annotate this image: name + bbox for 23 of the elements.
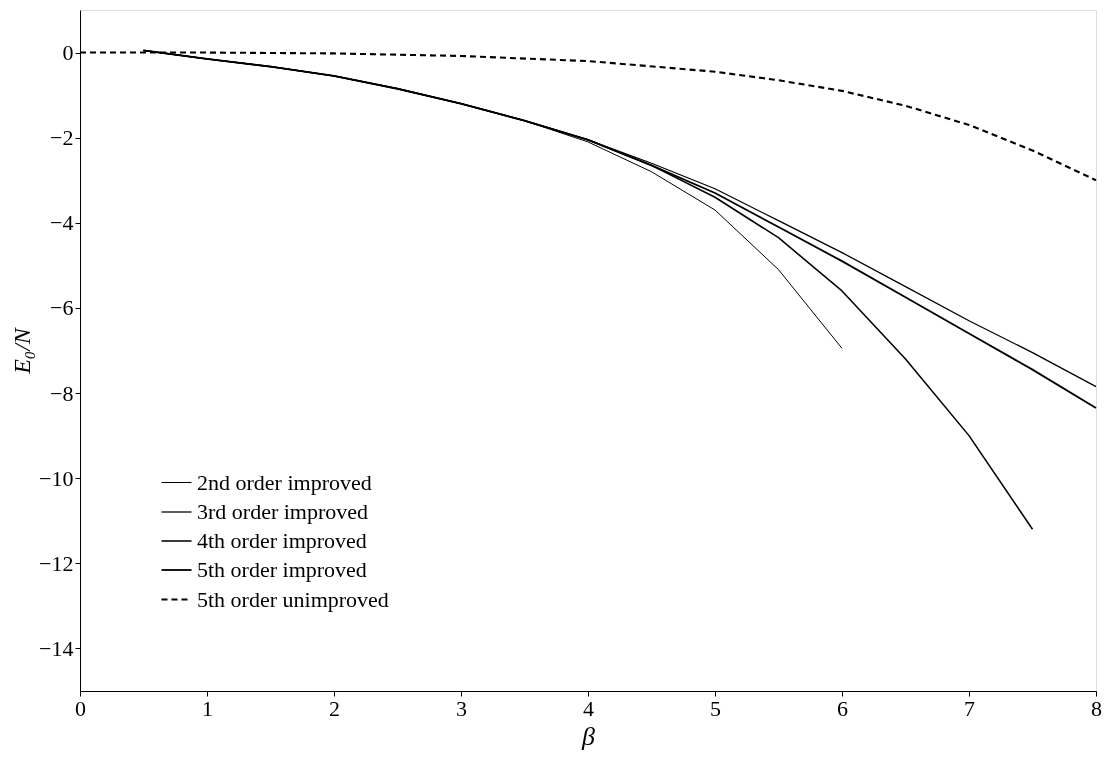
- legend-label: 3rd order improved: [197, 499, 369, 524]
- y-tick-label: −8: [50, 380, 74, 406]
- x-tick-label: 7: [964, 695, 975, 721]
- y-tick-label: 0: [62, 40, 74, 66]
- y-tick-label: −10: [39, 465, 74, 491]
- y-tick-label: −6: [50, 295, 74, 321]
- y-tick-label: −4: [50, 210, 74, 236]
- y-tick-label: −14: [39, 635, 74, 661]
- legend-label: 5th order unimproved: [197, 586, 389, 612]
- y-tick-label: −12: [39, 550, 74, 576]
- x-tick-label: 5: [710, 695, 721, 721]
- x-tick-label: 1: [202, 695, 213, 721]
- legend-label: 2nd order improved: [197, 469, 372, 495]
- x-axis-title: β: [581, 721, 596, 751]
- y-axis-title: E₀/N: [9, 326, 36, 375]
- y-tick-label: −2: [50, 125, 74, 151]
- x-tick-label: 4: [583, 695, 594, 721]
- legend-label: 5th order improved: [197, 557, 367, 582]
- x-tick-label: 2: [329, 695, 340, 721]
- x-tick-label: 6: [837, 695, 848, 721]
- legend-label: 4th order improved: [197, 528, 367, 553]
- x-tick-label: 8: [1091, 695, 1102, 721]
- x-tick-label: 3: [456, 695, 467, 721]
